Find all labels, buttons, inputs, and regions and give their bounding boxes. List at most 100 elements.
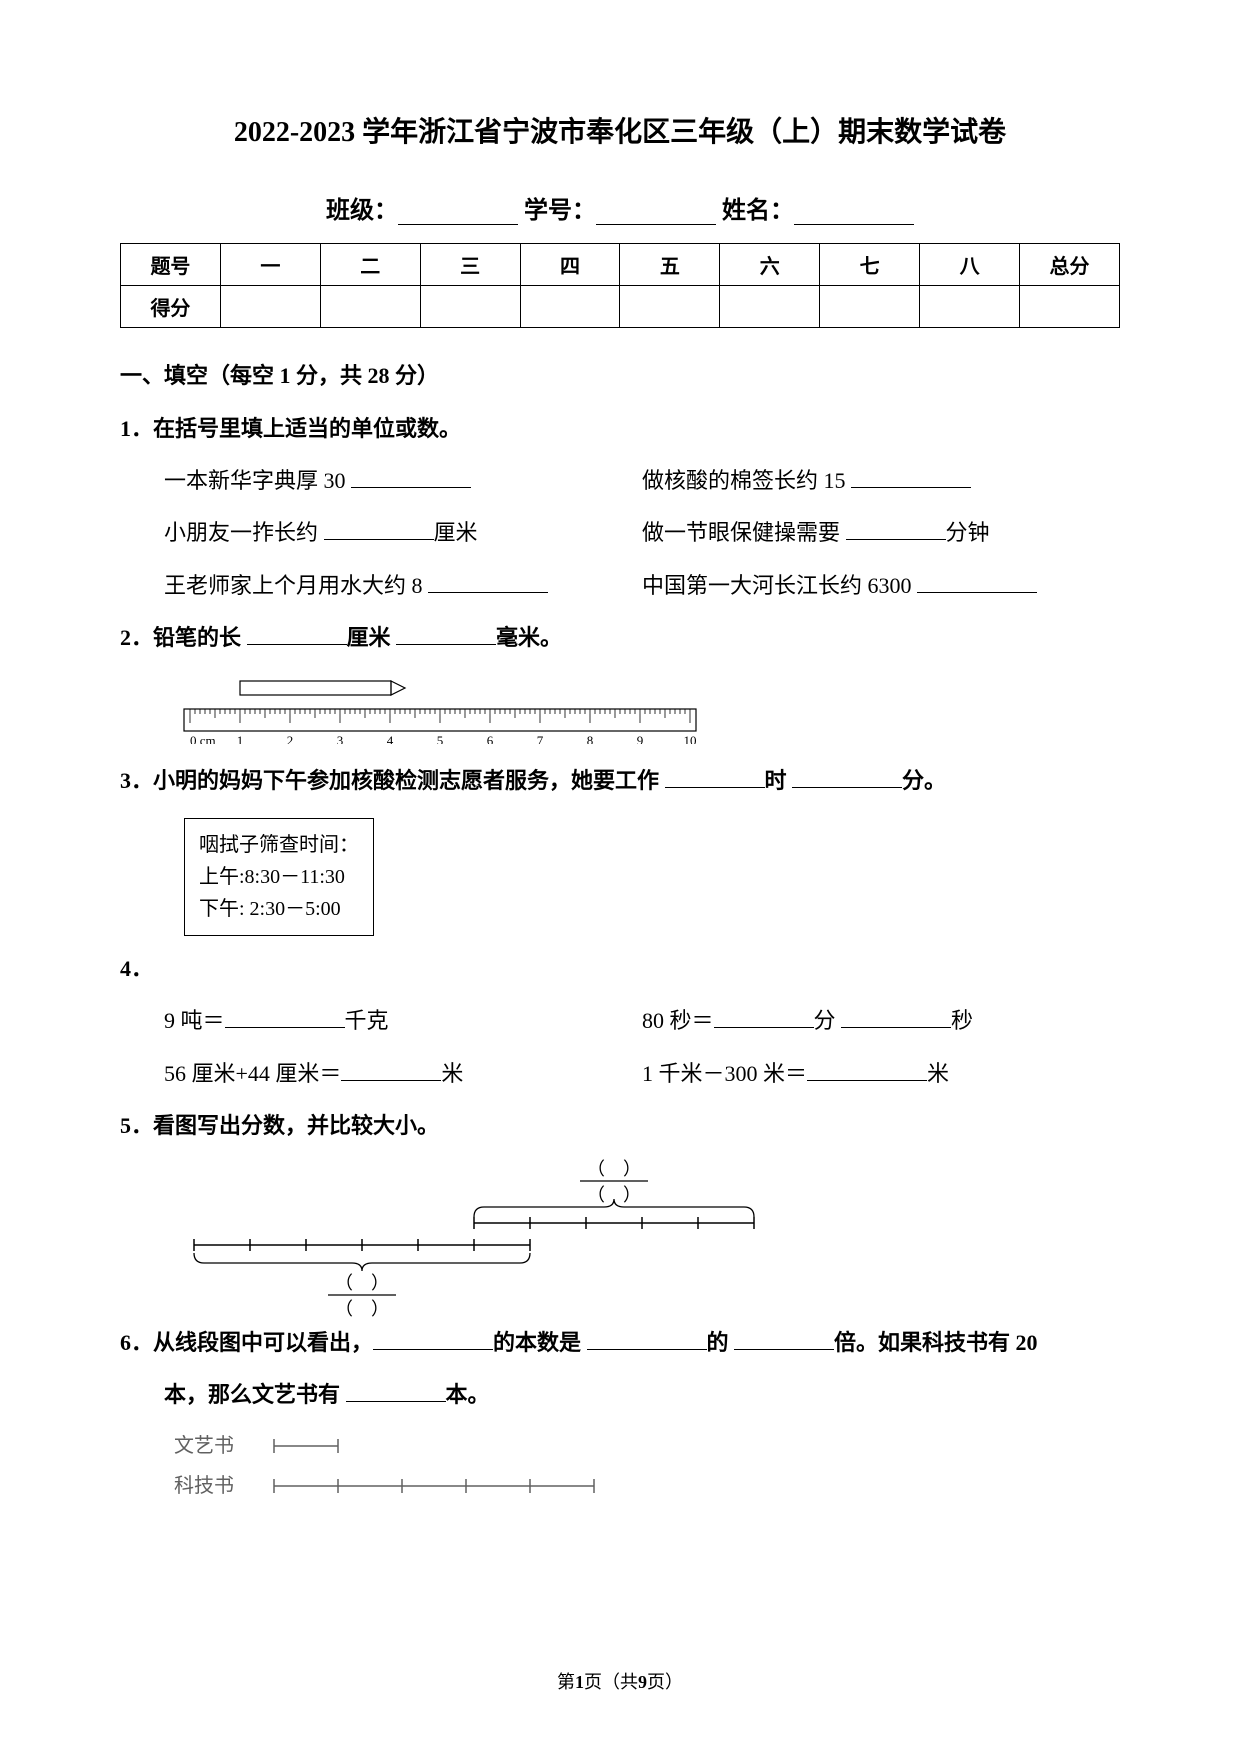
q6d: 倍。如果科技书有 20 [834,1330,1038,1355]
q1d2: 分钟 [946,520,990,545]
blank[interactable] [341,1061,441,1081]
td[interactable] [620,286,720,328]
svg-text:1: 1 [237,733,244,744]
svg-text:3: 3 [337,733,344,744]
td[interactable] [220,286,320,328]
blank[interactable] [846,520,946,540]
svg-text:2: 2 [287,733,294,744]
blank[interactable] [225,1008,345,1028]
q2c: 毫米。 [496,625,562,650]
blank[interactable] [324,520,434,540]
page-title: 2022-2023 学年浙江省宁波市奉化区三年级（上）期末数学试卷 [120,110,1120,150]
q6f: 本。 [446,1382,490,1407]
f-c: 页（共 [584,1672,638,1692]
q6-diagram: 文艺书科技书 [120,1424,1120,1514]
q3c: 分。 [902,768,946,793]
blank[interactable] [665,768,765,788]
q1e: 王老师家上个月用水大约 8 [164,573,423,598]
section-1-head: 一、填空（每空 1 分，共 28 分） [120,358,1120,390]
blank[interactable] [841,1008,951,1028]
q4-row2: 56 厘米+44 厘米＝ 米 1 千米－300 米＝ 米 [120,1051,1120,1097]
blank[interactable] [792,768,902,788]
td[interactable] [720,286,820,328]
blank[interactable] [734,1330,834,1350]
q1a: 一本新华字典厚 30 [164,468,346,493]
q4b3: 秒 [951,1008,973,1033]
note-l1: 咽拭子筛查时间： [199,829,359,861]
svg-text:（ ）: （ ） [335,1273,389,1293]
svg-text:（ ）: （ ） [587,1159,641,1179]
q1-row1: 一本新华字典厚 30 做核酸的棉签长约 15 [120,458,1120,504]
blank[interactable] [851,468,971,488]
label-sid: 学号： [524,198,596,224]
th: 三 [420,244,520,286]
blank[interactable] [917,573,1037,593]
q6c: 的 [707,1330,729,1355]
q5-stem: 5．看图写出分数，并比较大小。 [120,1103,1120,1149]
th: 五 [620,244,720,286]
td[interactable] [420,286,520,328]
q3: 3．小明的妈妈下午参加核酸检测志愿者服务，她要工作 时 分。 [120,758,1120,804]
blank-name[interactable] [794,203,914,225]
td[interactable] [320,286,420,328]
blank[interactable] [373,1330,493,1350]
blank[interactable] [428,573,548,593]
q4b2: 分 [814,1008,836,1033]
blank[interactable] [396,625,496,645]
q1f: 中国第一大河长江长约 6300 [642,573,912,598]
q1-stem: 1．在括号里填上适当的单位或数。 [120,406,1120,452]
q6-line1: 6．从线段图中可以看出， 的本数是 的 倍。如果科技书有 20 [120,1320,1120,1366]
note-l2: 上午:8:30－11:30 [199,861,359,893]
blank[interactable] [351,468,471,488]
q4d1: 1 千米－300 米＝ [642,1061,807,1086]
q5-svg: （ ）（ ）（ ）（ ） [164,1155,864,1320]
q3b: 时 [765,768,787,793]
q1-row3: 王老师家上个月用水大约 8 中国第一大河长江长约 6300 [120,563,1120,609]
q2a: 2．铅笔的长 [120,625,241,650]
td-label: 得分 [121,286,221,328]
q6e: 本，那么文艺书有 [164,1382,340,1407]
th: 七 [820,244,920,286]
th: 八 [920,244,1020,286]
svg-text:5: 5 [437,733,444,744]
q1c2: 厘米 [434,520,478,545]
blank[interactable] [714,1008,814,1028]
blank-sid[interactable] [596,203,716,225]
td[interactable] [820,286,920,328]
blank-class[interactable] [398,203,518,225]
th: 六 [720,244,820,286]
svg-text:（ ）: （ ） [335,1299,389,1319]
blank[interactable] [247,625,347,645]
td[interactable] [920,286,1020,328]
ruler-diagram: 0 cm12345678910 [120,669,1120,744]
q4c1: 56 厘米+44 厘米＝ [164,1061,341,1086]
q4d2: 米 [927,1061,949,1086]
td[interactable] [1020,286,1120,328]
svg-text:科技书: 科技书 [174,1474,234,1497]
f-e: 页） [647,1672,683,1692]
q1d1: 做一节眼保健操需要 [642,520,840,545]
svg-text:文艺书: 文艺书 [174,1434,234,1457]
note-l3: 下午: 2:30－5:00 [199,893,359,925]
th: 总分 [1020,244,1120,286]
q4-row1: 9 吨＝千克 80 秒＝分 秒 [120,998,1120,1044]
q4-head: 4． [120,946,1120,992]
f-d: 9 [638,1672,647,1692]
th: 四 [520,244,620,286]
svg-text:10: 10 [684,733,697,744]
table-row-header: 题号 一 二 三 四 五 六 七 八 总分 [121,244,1120,286]
q1-row2: 小朋友一拃长约 厘米 做一节眼保健操需要 分钟 [120,510,1120,556]
score-table: 题号 一 二 三 四 五 六 七 八 总分 得分 [120,243,1120,328]
q1b: 做核酸的棉签长约 15 [642,468,846,493]
svg-text:7: 7 [537,733,544,744]
q4c2: 米 [441,1061,463,1086]
q5-diagram: （ ）（ ）（ ）（ ） [120,1155,1120,1320]
q6a: 6．从线段图中可以看出， [120,1330,373,1355]
blank[interactable] [807,1061,927,1081]
q6b: 的本数是 [493,1330,581,1355]
blank[interactable] [587,1330,707,1350]
th: 一 [220,244,320,286]
td[interactable] [520,286,620,328]
blank[interactable] [346,1382,446,1402]
label-class: 班级： [326,198,398,224]
